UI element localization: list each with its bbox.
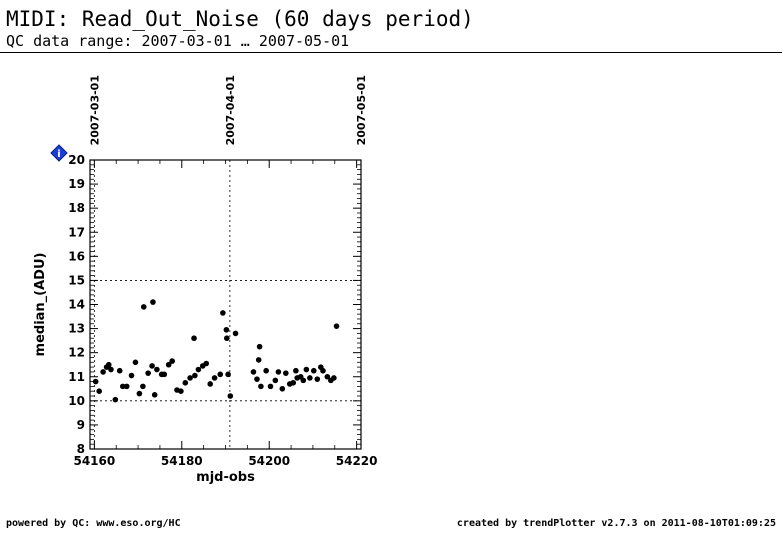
page-subtitle: QC data range: 2007-03-01 … 2007-05-01 [6, 32, 350, 50]
data-point [149, 363, 155, 369]
data-point [224, 335, 230, 342]
data-point [165, 361, 172, 368]
data-points [92, 299, 340, 403]
axis-ticks: 8 9 10 11 12 13 14 15 16 17 18 19 20 54160 54180 54200 5… [68, 153, 377, 468]
footer-powered-by: powered by QC: www.eso.org/HC [6, 518, 181, 529]
data-point [267, 383, 274, 390]
data-point [300, 377, 307, 384]
y-tick-label: 14 [68, 298, 85, 312]
y-axis-label: median_(ADU) [33, 253, 48, 357]
data-point [105, 361, 112, 368]
data-point [191, 335, 197, 342]
data-point [258, 383, 264, 390]
y-tick-label: 10 [68, 394, 85, 408]
data-point [324, 373, 331, 380]
data-point [232, 330, 239, 337]
data-point [263, 367, 269, 374]
marker-label: i [57, 149, 60, 160]
data-point [136, 390, 143, 397]
x-tick-label: 54220 [336, 454, 378, 468]
data-point [119, 383, 126, 390]
y-tick-label: 19 [68, 177, 85, 191]
data-point [128, 372, 135, 379]
data-point [154, 366, 160, 373]
data-point [140, 304, 147, 310]
data-point [310, 367, 317, 374]
data-point [169, 358, 175, 364]
data-point [275, 369, 282, 375]
data-point [303, 366, 310, 373]
blue-diamond-info-icon[interactable]: i [50, 144, 68, 162]
x-tick-label: 54180 [161, 454, 203, 468]
data-point [92, 378, 99, 385]
y-tick-label: 20 [68, 153, 85, 167]
data-point [255, 357, 262, 363]
y-tick-label: 9 [77, 418, 85, 432]
data-point [256, 343, 263, 350]
data-point [100, 369, 106, 375]
data-point [132, 359, 139, 366]
data-point [207, 381, 214, 387]
data-point [307, 375, 313, 381]
data-point [116, 367, 123, 374]
data-point [112, 396, 119, 403]
data-point [203, 360, 210, 367]
data-point [314, 376, 321, 382]
data-point [140, 383, 146, 390]
x-axis-label: mjd-obs [196, 470, 255, 485]
data-point [211, 375, 218, 381]
data-point [250, 369, 257, 375]
y-tick-label: 18 [68, 201, 85, 215]
data-point [192, 372, 198, 379]
data-point [220, 310, 226, 316]
y-tick-label: 16 [68, 249, 85, 263]
data-point [290, 379, 297, 386]
data-point [217, 371, 224, 378]
data-point [182, 379, 189, 386]
data-point [227, 393, 234, 399]
data-point [279, 385, 286, 392]
date-marker-label: 2007-04-01 [224, 75, 237, 145]
data-point [195, 366, 202, 373]
data-point [178, 388, 184, 395]
data-point [161, 371, 168, 378]
x-tick-label: 54200 [248, 454, 290, 468]
data-point [151, 392, 158, 398]
y-tick-label: 15 [68, 273, 85, 287]
y-tick-label: 8 [77, 442, 85, 456]
data-point [225, 371, 231, 378]
data-point [283, 370, 289, 376]
data-point [320, 367, 326, 374]
x-tick-label: 54160 [73, 454, 115, 468]
data-point [293, 367, 299, 374]
data-point [223, 326, 230, 333]
data-point [123, 383, 130, 390]
header-divider [0, 52, 782, 53]
date-marker-label: 2007-05-01 [355, 75, 368, 145]
date-marker-label: 2007-03-01 [88, 75, 101, 145]
threshold-lines [90, 280, 361, 402]
data-point [254, 376, 260, 382]
plot-border [89, 159, 362, 450]
y-tick-label: 13 [68, 322, 85, 336]
data-point [331, 375, 337, 381]
data-point [272, 377, 279, 384]
y-tick-label: 17 [68, 225, 85, 239]
footer-created-by: created by trendPlotter v2.7.3 on 2011-0… [456, 518, 776, 529]
data-point [187, 375, 193, 381]
y-tick-label: 12 [68, 346, 85, 360]
data-point [150, 299, 156, 305]
data-point [108, 366, 114, 373]
data-point [96, 388, 102, 395]
data-point [145, 370, 151, 376]
page-title: MIDI: Read_Out_Noise (60 days period) [6, 7, 474, 31]
data-point [333, 323, 340, 329]
y-tick-label: 11 [68, 370, 85, 384]
plot-frame [89, 159, 362, 450]
date-markers: 2007-03-01 2007-04-01 2007-05-01 [88, 75, 368, 449]
